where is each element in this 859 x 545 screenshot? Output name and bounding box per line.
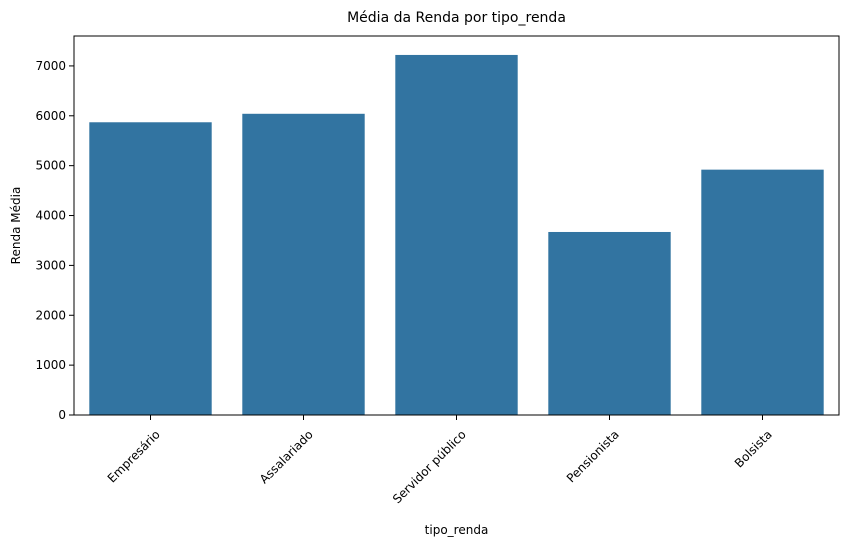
y-tick-label-4: 4000: [35, 209, 66, 223]
x-tick-label-0: Empresário: [105, 427, 163, 485]
y-tick-label-3: 3000: [35, 258, 66, 272]
plot-frame: [73, 35, 840, 416]
y-tick-label-2: 2000: [35, 308, 66, 322]
y-tick-label-5: 5000: [35, 159, 66, 173]
x-axis-label: tipo_renda: [425, 523, 489, 537]
x-tick-label-2: Servidor público: [390, 427, 469, 506]
bars-group: [89, 54, 824, 416]
x-tick-label-3: Pensionista: [564, 427, 622, 485]
x-axis: Empresário Assalariado Servidor público Pen…: [105, 415, 775, 506]
y-axis: 0 1000 2000 3000 4000 5000 6000 7000: [35, 59, 74, 422]
y-tick-label-1: 1000: [35, 358, 66, 372]
bar-1: [242, 113, 365, 415]
bar-4: [701, 169, 824, 415]
x-tick-label-4: Bolsista: [732, 427, 775, 470]
x-tick-label-1: Assalariado: [257, 427, 316, 486]
y-tick-label-7: 7000: [35, 59, 66, 73]
y-tick-label-0: 0: [58, 408, 66, 422]
y-axis-label: Renda Média: [9, 187, 23, 265]
chart-title: Média da Renda por tipo_renda: [347, 10, 566, 26]
bar-3: [548, 231, 671, 415]
bar-2: [395, 54, 518, 415]
y-tick-label-6: 6000: [35, 109, 66, 123]
bar-0: [89, 122, 212, 416]
